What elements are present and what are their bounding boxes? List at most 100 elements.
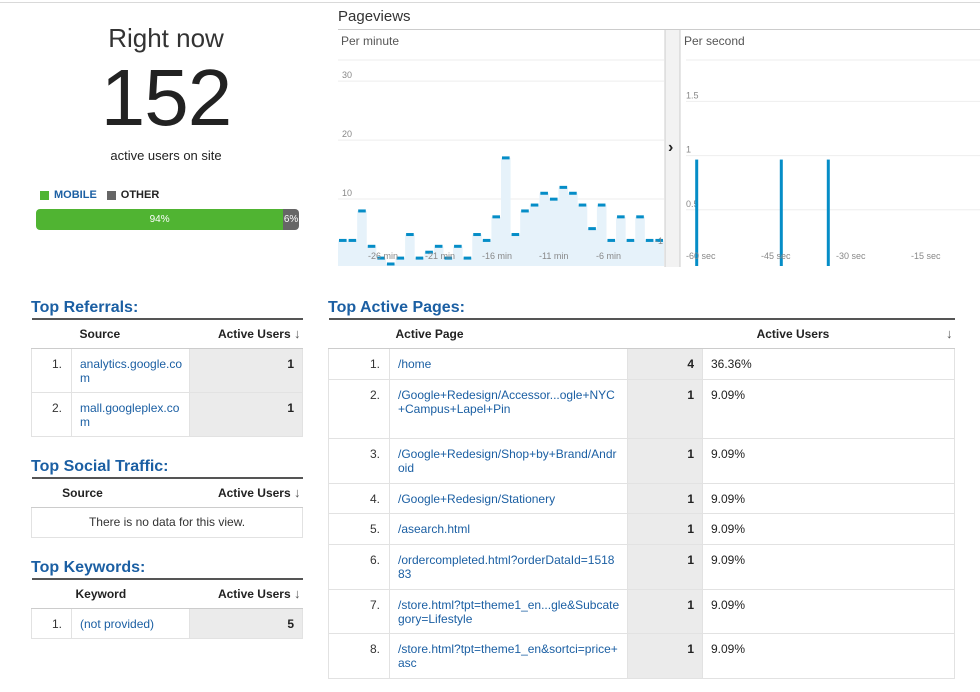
per-minute-bar (473, 233, 481, 237)
row-index: 2. (328, 378, 390, 439)
other-swatch-icon (106, 190, 116, 200)
page-users-value: 1 (627, 588, 703, 634)
per-minute-bar (559, 185, 568, 189)
top-keywords-table: Keyword Active Users ↓ 1. (not provided)… (31, 578, 303, 639)
per-minute-bar (540, 191, 548, 195)
sort-down-icon[interactable]: ↓ (294, 485, 301, 501)
per-minute-bar (367, 244, 376, 248)
device-share-bar: 94% 6% (36, 209, 299, 230)
page-link[interactable]: /ordercompleted.html?orderDataId=151883 (389, 543, 628, 590)
social-source-header: Source (31, 477, 134, 508)
no-data-message: There is no data for this view. (31, 506, 303, 538)
keyword-link[interactable]: (not provided) (71, 607, 190, 639)
right-now-panel: Right now 152 active users on site (30, 20, 302, 163)
page-users-pct: 9.09% (702, 482, 955, 514)
keywords-keyword-header: Keyword (71, 578, 190, 609)
page-link[interactable]: /store.html?tpt=theme1_en&sortci=price+a… (389, 632, 628, 679)
x-tick-label: -1 (655, 236, 663, 246)
keywords-users-header[interactable]: Active Users ↓ (189, 578, 303, 609)
table-row: 1. (not provided) 5 (31, 607, 303, 639)
per-minute-bar (511, 233, 520, 237)
per-minute-bar (358, 209, 366, 213)
table-row: 2. mall.googleplex.com 1 (31, 391, 303, 437)
row-index: 3. (328, 437, 390, 484)
keyword-users-value: 5 (189, 607, 303, 639)
x-tick-label: -11 min (539, 251, 568, 261)
per-minute-bar (386, 262, 395, 266)
per-minute-bar (425, 250, 433, 254)
page-users-pct: 9.09% (702, 512, 955, 545)
page-users-value: 1 (627, 632, 703, 679)
per-minute-bar (645, 238, 654, 242)
page-link[interactable]: /home (389, 347, 628, 380)
row-index: 6. (328, 543, 390, 590)
per-minute-bar (454, 244, 462, 248)
chevron-right-icon[interactable]: › (668, 139, 673, 156)
x-tick-label: -21 min (425, 251, 455, 261)
pages-users-header[interactable]: Active Users ↓ (702, 318, 955, 349)
y-tick-label: 0.5 (686, 199, 699, 209)
pageviews-chart-panel: 10 20 30 -26 min -21 min -16 min -11 min -6 min… (338, 29, 980, 267)
per-minute-bar (406, 233, 414, 237)
other-share-segment[interactable]: 6% (283, 209, 299, 230)
active-users-label: active users on site (110, 148, 222, 163)
legend-other[interactable]: OTHER (106, 189, 159, 201)
per-second-label: Per second (684, 34, 745, 48)
x-tick-label: -30 sec (836, 251, 866, 261)
per-minute-bar (482, 238, 491, 242)
page-users-pct: 9.09% (702, 378, 955, 439)
row-index: 8. (328, 632, 390, 679)
legend-mobile[interactable]: MOBILE (40, 189, 97, 201)
page-users-value: 1 (627, 543, 703, 590)
per-minute-bar (655, 238, 663, 242)
page-link[interactable]: /Google+Redesign/Stationery (389, 482, 628, 514)
page-users-value: 1 (627, 437, 703, 484)
mobile-share-segment[interactable]: 94% (36, 209, 284, 230)
legend-mobile-label: MOBILE (54, 189, 97, 201)
top-divider (0, 2, 980, 3)
sort-down-icon[interactable]: ↓ (294, 326, 301, 342)
social-users-header[interactable]: Active Users ↓ (133, 477, 303, 508)
page-link[interactable]: /asearch.html (389, 512, 628, 545)
pageviews-title: Pageviews (338, 8, 411, 25)
top-pages-title: Top Active Pages: (328, 299, 465, 316)
per-minute-bar (463, 256, 472, 260)
top-referrals-title: Top Referrals: (31, 299, 139, 316)
referral-source-link[interactable]: mall.googleplex.com (71, 391, 190, 437)
sort-down-icon[interactable]: ↓ (294, 586, 301, 602)
per-minute-bar (607, 238, 616, 242)
pageviews-chart: 10 20 30 -26 min -21 min -16 min -11 min -6 min… (338, 30, 980, 267)
page-link[interactable]: /Google+Redesign/Accessor...ogle+NYC+Cam… (389, 378, 628, 439)
chart-divider (665, 30, 680, 267)
page-users-pct: 9.09% (702, 588, 955, 634)
top-referrals-table: Source Active Users ↓ 1. analytics.googl… (31, 318, 303, 437)
page-users-pct: 9.09% (702, 437, 955, 484)
top-keywords-title: Top Keywords: (31, 559, 146, 576)
page-users-pct: 9.09% (702, 632, 955, 679)
per-minute-bar (530, 203, 539, 207)
referrals-users-header[interactable]: Active Users ↓ (189, 318, 303, 349)
row-index: 2. (31, 391, 72, 437)
page-users-pct: 9.09% (702, 543, 955, 590)
table-row: There is no data for this view. (31, 506, 303, 538)
active-users-count: 152 (100, 53, 232, 142)
per-minute-bar (492, 215, 500, 219)
page-users-value: 1 (627, 378, 703, 439)
page-link[interactable]: /store.html?tpt=theme1_en...gle&Subcateg… (389, 588, 628, 634)
x-tick-label: -16 min (482, 251, 512, 261)
page-users-pct: 36.36% (702, 347, 955, 380)
table-row: 8. /store.html?tpt=theme1_en&sortci=pric… (328, 632, 955, 679)
per-minute-bar (636, 215, 644, 219)
per-minute-bar (396, 256, 405, 260)
referral-source-link[interactable]: analytics.google.com (71, 347, 190, 393)
page-link[interactable]: /Google+Redesign/Shop+by+Brand/Android (389, 437, 628, 484)
per-minute-bar (521, 209, 529, 213)
sort-down-icon[interactable]: ↓ (946, 326, 953, 342)
per-minute-bar (569, 191, 577, 195)
referral-users-value: 1 (189, 347, 303, 393)
table-row: 2. /Google+Redesign/Accessor...ogle+NYC+… (328, 378, 955, 439)
per-minute-bar (626, 238, 635, 242)
table-row: 1. analytics.google.com 1 (31, 347, 303, 393)
right-now-title: Right now (108, 23, 224, 53)
x-tick-label: -26 min (368, 251, 398, 261)
